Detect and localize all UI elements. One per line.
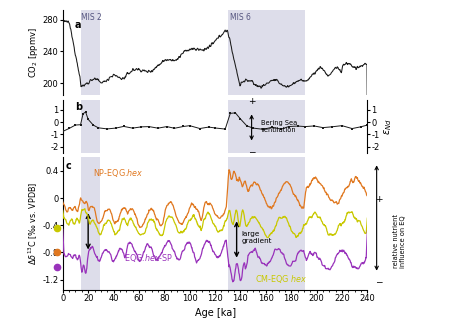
Y-axis label: $\Delta\delta^{13}$C [‰ vs. VPDB]: $\Delta\delta^{13}$C [‰ vs. VPDB]: [27, 182, 40, 265]
Text: b: b: [75, 102, 82, 112]
Text: a: a: [75, 20, 81, 30]
Text: NP-EQG.$\it{hex}$: NP-EQG.$\it{hex}$: [93, 166, 144, 178]
Text: −: −: [248, 148, 255, 157]
Text: MIS 2: MIS 2: [81, 13, 102, 22]
Bar: [80, 100, 100, 153]
Text: c: c: [66, 161, 72, 171]
Text: large
gradient: large gradient: [242, 231, 272, 244]
Y-axis label: CO$_2$ [ppmv]: CO$_2$ [ppmv]: [27, 27, 40, 78]
Bar: [228, 100, 305, 153]
Y-axis label: $\varepsilon_{Nd}$: $\varepsilon_{Nd}$: [383, 118, 394, 135]
Bar: [228, 158, 305, 290]
Text: EQG.$\it{hex}$-SP: EQG.$\it{hex}$-SP: [124, 252, 173, 264]
Bar: [80, 158, 100, 290]
Text: relative nutrient
influence on EQ: relative nutrient influence on EQ: [393, 214, 406, 268]
Text: Bering Sea
ventilation: Bering Sea ventilation: [261, 120, 297, 133]
Bar: [80, 10, 100, 95]
Text: +: +: [248, 97, 255, 106]
Text: +: +: [375, 195, 383, 204]
Text: MIS 6: MIS 6: [230, 13, 251, 22]
X-axis label: Age [ka]: Age [ka]: [194, 308, 236, 318]
Bar: [228, 10, 305, 95]
Text: −: −: [375, 277, 383, 286]
Text: CM-EQG $\it{hex}$: CM-EQG $\it{hex}$: [255, 273, 307, 285]
